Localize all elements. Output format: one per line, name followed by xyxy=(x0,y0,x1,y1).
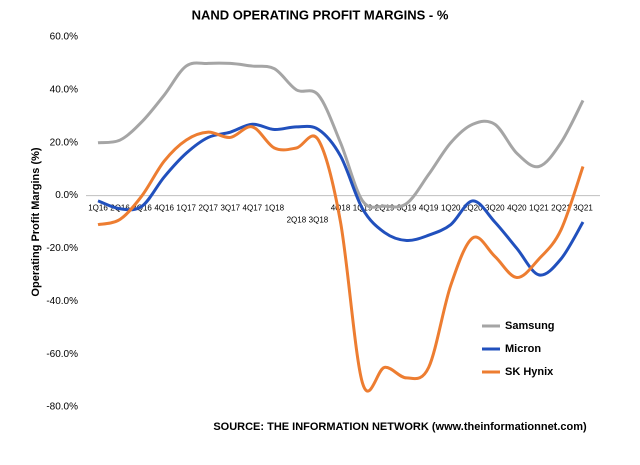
x-tick-label: 2Q18 xyxy=(287,216,307,225)
series-line xyxy=(97,125,585,393)
y-tick-label: -80.0% xyxy=(46,402,78,413)
y-tick-label: 40.0% xyxy=(50,84,78,95)
x-tick-label: 1Q18 xyxy=(265,204,285,213)
series-line xyxy=(97,61,585,209)
x-tick-label: 3Q21 xyxy=(573,204,593,213)
x-tick-label: 1Q16 xyxy=(88,204,108,213)
x-tick-label: 2Q17 xyxy=(198,204,218,213)
x-tick-label: 4Q20 xyxy=(507,204,527,213)
y-tick-label: -20.0% xyxy=(46,243,78,254)
x-tick-label: 4Q16 xyxy=(154,204,174,213)
x-tick-label: 2Q20 xyxy=(463,204,483,213)
x-tick-label: 4Q19 xyxy=(419,204,439,213)
legend-label: Micron xyxy=(505,343,541,355)
x-tick-label: 1Q21 xyxy=(529,204,549,213)
x-tick-label: 2Q19 xyxy=(375,204,395,213)
x-tick-label: 1Q17 xyxy=(176,204,196,213)
legend-label: SK Hynix xyxy=(505,366,554,378)
y-tick-label: 60.0% xyxy=(50,32,78,43)
x-tick-label: 3Q17 xyxy=(220,204,240,213)
x-tick-label: 3Q18 xyxy=(309,216,329,225)
x-tick-label: 2Q21 xyxy=(551,204,571,213)
x-tick-label: 4Q18 xyxy=(331,204,351,213)
series-line xyxy=(97,122,585,277)
x-tick-label: 3Q16 xyxy=(132,204,152,213)
y-axis-title: Operating Profit Margins (%) xyxy=(30,147,42,296)
y-tick-label: 20.0% xyxy=(50,137,78,148)
x-tick-label: 1Q20 xyxy=(441,204,461,213)
x-tick-label: 3Q19 xyxy=(397,204,417,213)
legend-label: Samsung xyxy=(505,320,555,332)
y-tick-label: -60.0% xyxy=(46,349,78,360)
chart-title: NAND OPERATING PROFIT MARGINS - % xyxy=(192,7,449,22)
y-tick-label: -40.0% xyxy=(46,296,78,307)
y-tick-label: 0.0% xyxy=(55,190,78,201)
x-tick-label: 4Q17 xyxy=(243,204,263,213)
source-note: SOURCE: THE INFORMATION NETWORK (www.the… xyxy=(213,421,587,433)
x-tick-label: 3Q20 xyxy=(485,204,505,213)
